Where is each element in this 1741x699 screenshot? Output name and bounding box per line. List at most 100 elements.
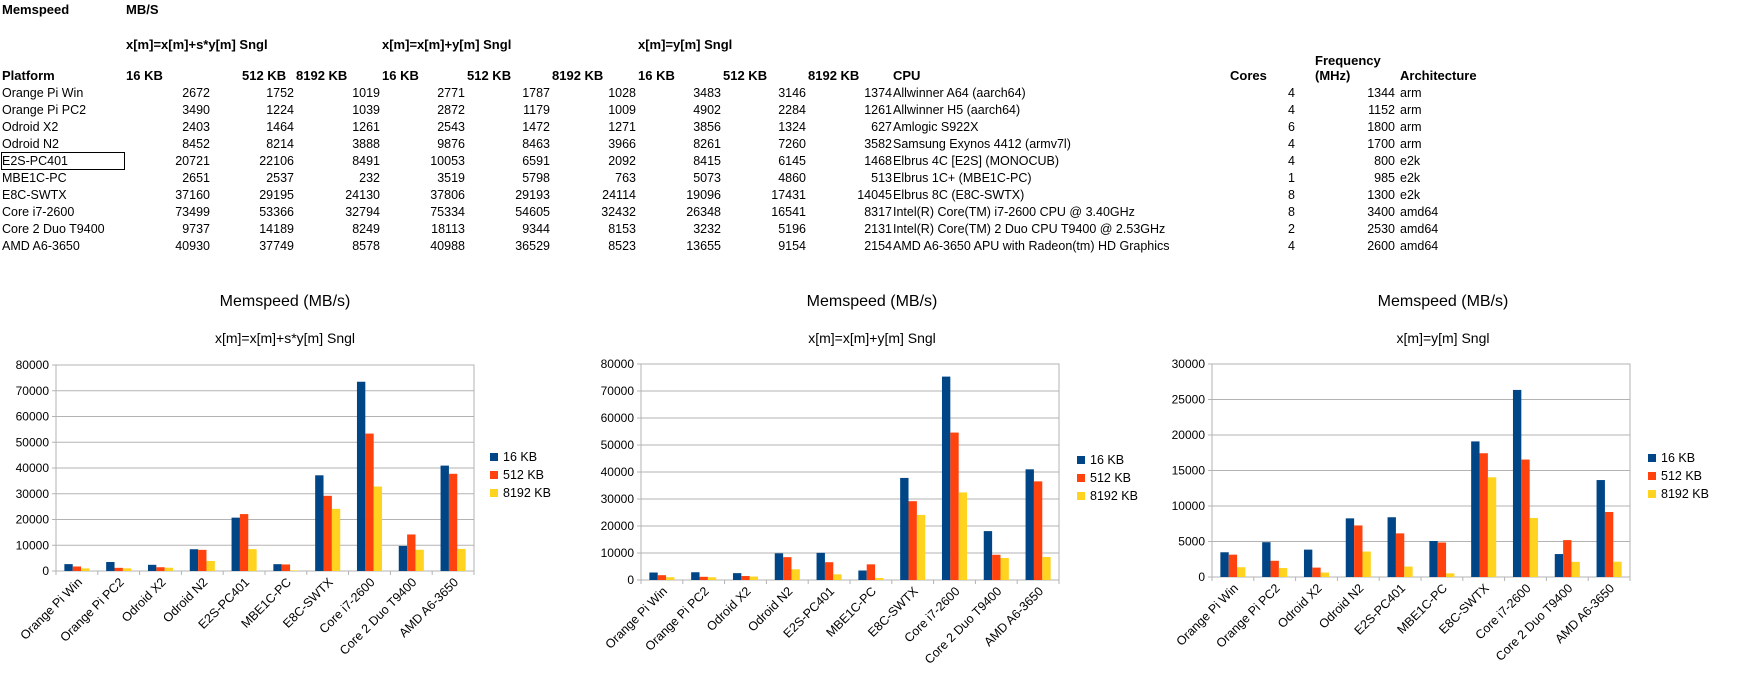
header-frequency[interactable]: Frequency [1315,53,1381,68]
header-cores[interactable]: Cores [1230,68,1267,83]
cell-platform[interactable]: AMD A6-3650 [2,239,80,253]
cell-g1-512kb[interactable]: 53366 [259,205,294,219]
bar-8192kb[interactable] [1042,556,1051,580]
cell-g2-8192kb[interactable]: 8153 [608,222,636,236]
bar-16kb[interactable] [1596,480,1605,577]
cell-g1-16kb[interactable]: 9737 [182,222,210,236]
cell-g2-8192kb[interactable]: 763 [615,171,636,185]
bar-512kb[interactable] [783,557,792,580]
cell-g3-512kb[interactable]: 7260 [778,137,806,151]
header-frequency-unit[interactable]: (MHz) [1315,68,1351,83]
sheet-title[interactable]: Memspeed [2,2,70,17]
bar-512kb[interactable] [156,567,165,571]
cell-g2-16kb[interactable]: 40988 [430,239,465,253]
bar-16kb[interactable] [1303,549,1313,577]
cell-g2-512kb[interactable]: 9344 [522,222,550,236]
bar-512kb[interactable] [741,576,750,580]
bar-8192kb[interactable] [1404,566,1413,577]
cell-frequency[interactable]: 3400 [1367,205,1395,219]
cell-g1-8192kb[interactable]: 8578 [352,239,380,253]
cell-g2-16kb[interactable]: 2771 [437,86,465,100]
cell-platform[interactable]: E8C-SWTX [2,188,67,202]
cell-platform[interactable]: Odroid N2 [2,137,59,151]
cell-g3-512kb[interactable]: 4860 [778,171,806,185]
cell-g2-16kb[interactable]: 18113 [431,222,465,236]
bar-8192kb[interactable] [666,577,675,580]
cell-g2-512kb[interactable]: 54605 [515,205,550,219]
bar-512kb[interactable] [657,575,667,580]
cell-g3-512kb[interactable]: 6145 [778,154,806,168]
cell-g3-16kb[interactable]: 8415 [693,154,721,168]
cell-cpu[interactable]: Amlogic S922X [893,120,979,134]
cell-g1-8192kb[interactable]: 1019 [352,86,380,100]
cell-frequency[interactable]: 800 [1374,154,1395,168]
cell-g1-16kb[interactable]: 37160 [175,188,210,202]
bar-8192kb[interactable] [122,568,132,571]
cell-g2-16kb[interactable]: 75334 [430,205,465,219]
cell-g1-512kb[interactable]: 14189 [259,222,294,236]
bar-8192kb[interactable] [164,567,174,571]
cell-architecture[interactable]: arm [1400,86,1422,100]
cell-platform[interactable]: E2S-PC401 [2,154,69,168]
header-g1-8192kb[interactable]: 8192 KB [296,68,348,83]
cell-g1-8192kb[interactable]: 1261 [352,120,380,134]
bar-8192kb[interactable] [833,574,842,580]
bar-16kb[interactable] [1345,518,1355,577]
cell-g2-8192kb[interactable]: 32432 [601,205,636,219]
cell-frequency[interactable]: 2600 [1367,239,1395,253]
cell-architecture[interactable]: e2k [1400,154,1421,168]
cell-g3-8192kb[interactable]: 1374 [864,86,892,100]
cell-g1-8192kb[interactable]: 232 [359,171,380,185]
cell-platform[interactable]: Odroid X2 [2,120,59,134]
header-platform[interactable]: Platform [2,68,55,83]
cell-g3-8192kb[interactable]: 14045 [857,188,892,202]
cell-architecture[interactable]: arm [1400,103,1422,117]
cell-g2-8192kb[interactable]: 2092 [608,154,636,168]
cell-architecture[interactable]: amd64 [1400,205,1439,219]
cell-cores[interactable]: 2 [1288,222,1295,236]
header-g3-16kb[interactable]: 16 KB [638,68,675,83]
bar-8192kb[interactable] [1529,517,1539,577]
cell-cpu[interactable]: Elbrus 8C (E8C-SWTX) [893,188,1025,202]
cell-g3-512kb[interactable]: 3146 [778,86,806,100]
bar-512kb[interactable] [281,564,291,571]
cell-g2-8192kb[interactable]: 1028 [608,86,636,100]
cell-g3-8192kb[interactable]: 1261 [864,103,892,117]
cell-cores[interactable]: 1 [1288,171,1295,185]
cell-g2-16kb[interactable]: 3519 [437,171,465,185]
cell-g2-512kb[interactable]: 1787 [522,86,550,100]
cell-g3-16kb[interactable]: 5073 [693,171,721,185]
bar-512kb[interactable] [1479,453,1488,577]
cell-g1-8192kb[interactable]: 1039 [352,103,380,117]
cell-frequency[interactable]: 1152 [1368,103,1395,117]
bar-8192kb[interactable] [1000,557,1009,580]
bar-8192kb[interactable] [206,560,215,571]
bar-8192kb[interactable] [1320,572,1330,577]
bar-512kb[interactable] [1604,512,1614,577]
cell-g1-512kb[interactable]: 1464 [266,120,294,134]
cell-cores[interactable]: 4 [1288,239,1295,253]
bar-512kb[interactable] [323,495,332,571]
cell-g1-16kb[interactable]: 3490 [182,103,210,117]
header-g3-512kb[interactable]: 512 KB [723,68,768,83]
cell-architecture[interactable]: e2k [1400,188,1421,202]
bar-8192kb[interactable] [916,514,926,580]
bar-8192kb[interactable] [1278,568,1288,577]
cell-frequency[interactable]: 985 [1374,171,1395,185]
cell-g2-8192kb[interactable]: 1009 [608,103,636,117]
cell-frequency[interactable]: 2530 [1367,222,1395,236]
cell-architecture[interactable]: amd64 [1400,239,1439,253]
cell-g3-8192kb[interactable]: 8317 [864,205,892,219]
bar-8192kb[interactable] [1446,573,1455,577]
cell-cpu[interactable]: Intel(R) Core(TM) i7-2600 CPU @ 3.40GHz [893,205,1135,219]
bar-512kb[interactable] [365,433,374,571]
cell-platform[interactable]: MBE1C-PC [2,171,67,185]
cell-architecture[interactable]: e2k [1400,171,1421,185]
cell-g3-16kb[interactable]: 3483 [693,86,721,100]
cell-platform[interactable]: Orange Pi Win [2,86,84,100]
bar-8192kb[interactable] [1487,477,1497,577]
bar-16kb[interactable] [106,562,115,571]
bar-512kb[interactable] [824,562,834,580]
bar-512kb[interactable] [1033,481,1043,580]
bar-8192kb[interactable] [1613,561,1622,577]
